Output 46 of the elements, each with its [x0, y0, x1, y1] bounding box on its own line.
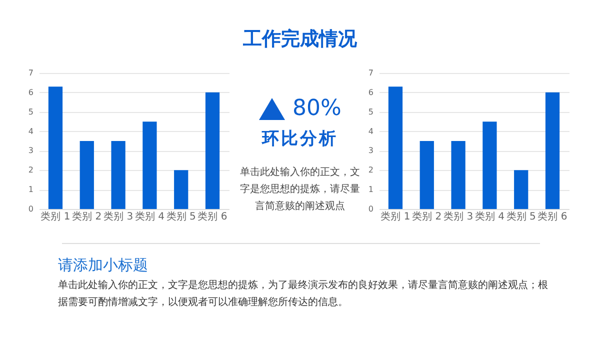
x-tick-label: 类别 6: [198, 210, 228, 222]
x-tick-label: 类别 4: [134, 210, 164, 222]
text: 单击此处输入你的正文，文字是您思想的提炼，请尽量言简意赅的阐述观点: [239, 166, 361, 214]
text: 工作完成情况: [242, 27, 358, 52]
bar: [451, 141, 466, 209]
bar: [420, 141, 434, 209]
y-tick-label: 3: [368, 146, 374, 156]
y-tick-label: 7: [28, 68, 34, 78]
bar: [205, 92, 220, 209]
text: 环比分析: [260, 128, 339, 150]
y-tick-label: 1: [28, 185, 34, 194]
y-tick-label: 0: [368, 204, 374, 214]
text: 单击此处输入你的正文，文字是您思想的提炼，为了最终演示发布的良好效果，请尽量言简意赅的阐述观点；根据需要可酌情增减文字，以便观者可以准确理解您所传达的信息。: [58, 278, 548, 310]
x-tick-label: 类别 3: [444, 210, 474, 222]
y-tick-label: 5: [28, 107, 34, 116]
bar: [174, 170, 188, 209]
bar: [514, 170, 528, 209]
x-tick-label: 类别 2: [72, 210, 102, 222]
bar: [388, 86, 403, 209]
x-tick-label: 类别 6: [538, 210, 568, 222]
x-tick-label: 类别 1: [40, 210, 70, 222]
y-tick-label: 1: [368, 185, 374, 194]
x-tick-label: 类别 5: [506, 210, 536, 222]
x-tick-label: 类别 1: [380, 210, 410, 222]
x-tick-label: 类别 3: [104, 210, 134, 222]
bar: [482, 122, 497, 209]
bar: [48, 86, 63, 209]
y-tick-label: 7: [368, 68, 374, 78]
y-tick-label: 3: [28, 146, 34, 156]
bar: [111, 141, 126, 209]
x-tick-label: 类别 2: [412, 210, 442, 222]
bar: [80, 141, 94, 209]
y-tick-label: 4: [368, 126, 374, 136]
text: 80%: [292, 96, 342, 121]
x-tick-label: 类别 5: [166, 210, 196, 222]
y-tick-label: 2: [368, 166, 374, 175]
y-tick-label: 2: [28, 166, 34, 175]
bar: [545, 92, 560, 209]
y-tick-label: 6: [368, 88, 374, 97]
y-tick-label: 5: [368, 107, 374, 116]
y-tick-label: 4: [28, 126, 34, 136]
y-tick-label: 6: [28, 88, 34, 97]
bar: [142, 122, 157, 209]
y-tick-label: 0: [28, 204, 34, 214]
text: 请添加小标题: [58, 256, 149, 275]
x-tick-label: 类别 4: [474, 210, 504, 222]
